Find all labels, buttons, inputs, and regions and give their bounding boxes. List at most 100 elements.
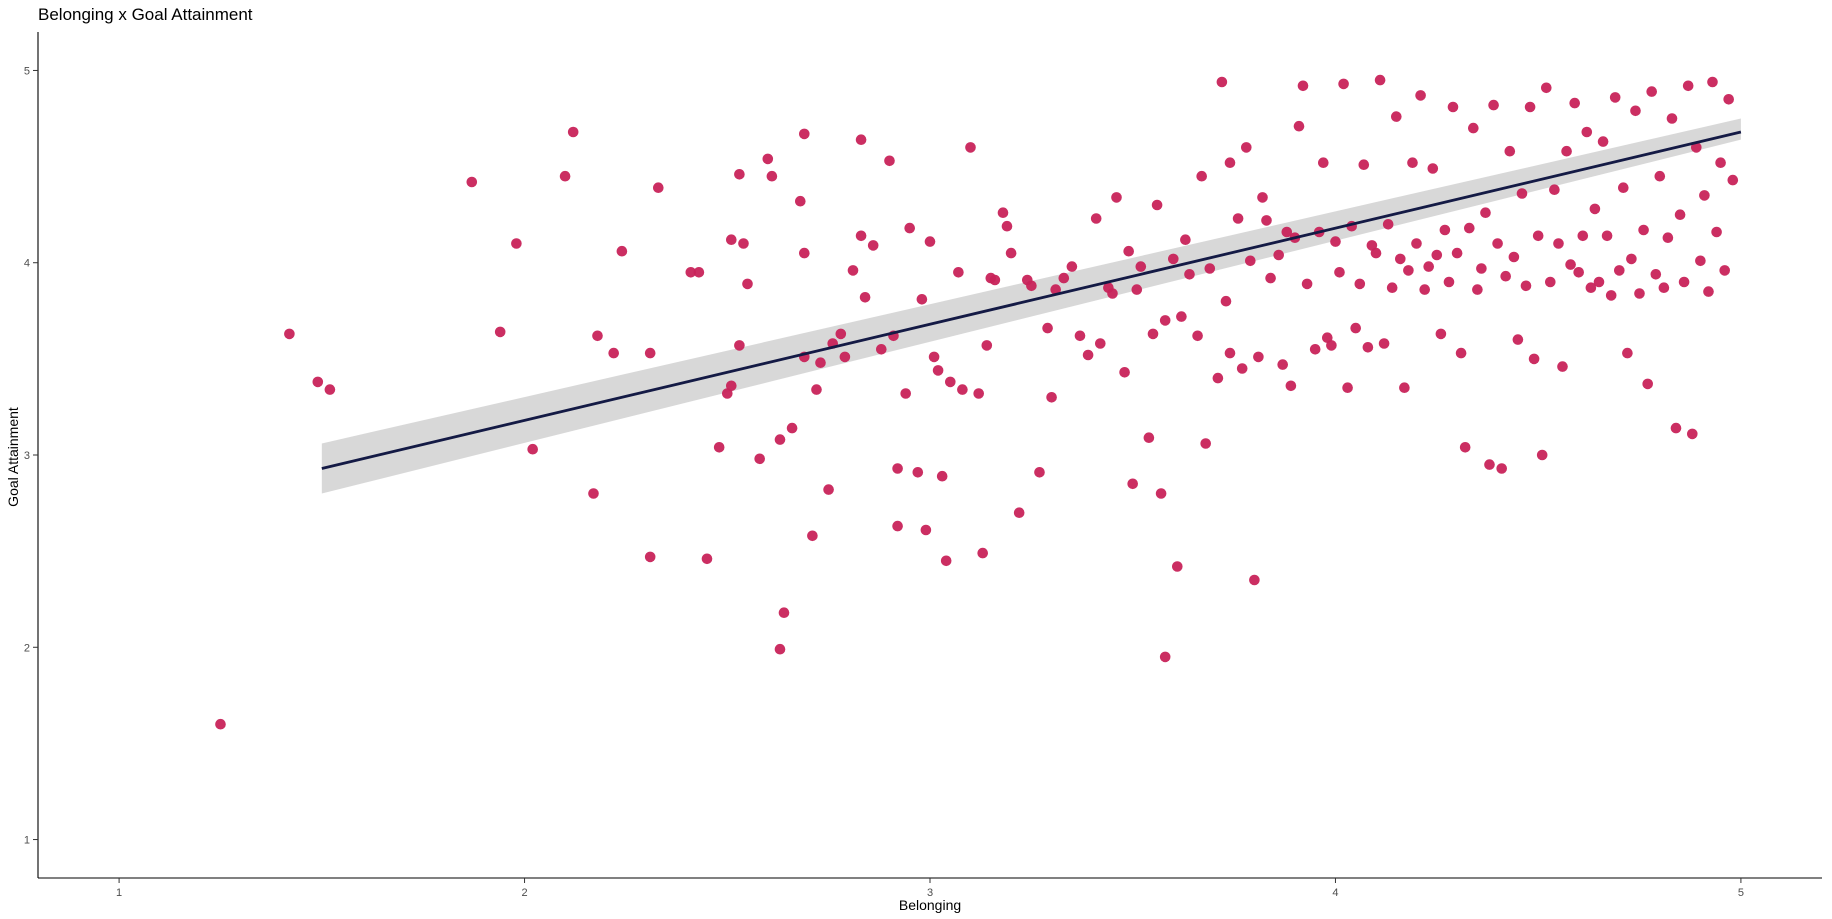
data-point xyxy=(1597,136,1609,147)
data-point xyxy=(1431,249,1443,261)
data-point xyxy=(1374,74,1386,86)
data-point xyxy=(1719,265,1730,276)
data-point xyxy=(1674,209,1686,220)
data-point xyxy=(957,384,968,395)
data-point xyxy=(1107,288,1118,299)
data-point xyxy=(973,388,984,399)
data-point xyxy=(1184,269,1195,280)
data-point xyxy=(1577,230,1589,242)
data-point xyxy=(1561,145,1572,157)
data-point xyxy=(855,230,867,242)
data-point xyxy=(1678,276,1690,288)
data-point xyxy=(1399,382,1410,394)
data-point xyxy=(1500,270,1511,282)
data-point xyxy=(1224,347,1236,359)
data-point xyxy=(312,376,324,388)
data-point xyxy=(1419,284,1430,295)
data-point xyxy=(786,422,798,434)
data-point xyxy=(588,488,599,499)
data-point xyxy=(1545,276,1556,288)
data-point xyxy=(494,326,506,338)
data-point xyxy=(1524,101,1536,113)
data-point xyxy=(1654,170,1666,182)
data-point xyxy=(511,238,522,249)
data-point xyxy=(1451,247,1463,259)
data-point xyxy=(1650,269,1662,280)
data-point xyxy=(1459,442,1471,453)
data-point xyxy=(1066,261,1078,272)
data-point xyxy=(1662,232,1674,243)
data-point xyxy=(965,142,976,153)
data-point xyxy=(1358,159,1370,170)
data-point xyxy=(1622,347,1633,359)
data-point xyxy=(762,153,774,165)
data-point xyxy=(653,182,664,193)
data-point xyxy=(1630,105,1641,117)
data-point xyxy=(1253,351,1264,363)
data-point xyxy=(1727,174,1739,186)
data-point xyxy=(867,240,879,251)
data-point xyxy=(1362,342,1374,353)
data-point xyxy=(1638,224,1649,236)
data-point xyxy=(1159,651,1171,663)
data-point xyxy=(734,340,745,351)
data-point xyxy=(1249,574,1260,586)
data-point xyxy=(1224,157,1236,168)
data-point xyxy=(945,376,956,388)
data-point xyxy=(1565,259,1576,270)
data-point xyxy=(1536,449,1548,461)
data-point xyxy=(324,384,336,395)
data-point xyxy=(1626,253,1637,265)
data-point xyxy=(1508,251,1520,263)
data-point xyxy=(1581,126,1593,138)
data-point xyxy=(1204,263,1216,274)
data-point xyxy=(1273,249,1284,261)
data-point xyxy=(1147,328,1159,340)
data-point xyxy=(1293,120,1305,132)
data-point xyxy=(981,340,993,351)
data-point xyxy=(1447,101,1459,113)
data-point xyxy=(920,524,932,536)
y-tick-label: 3 xyxy=(24,450,30,462)
data-point xyxy=(754,453,765,465)
data-point xyxy=(1589,203,1601,215)
data-point xyxy=(1309,344,1321,355)
data-point xyxy=(1492,238,1503,249)
data-point xyxy=(1423,261,1434,272)
data-point xyxy=(1715,157,1726,168)
data-point xyxy=(1516,188,1528,199)
data-point xyxy=(1192,330,1203,342)
data-point xyxy=(1699,190,1710,201)
data-point xyxy=(1614,265,1625,276)
data-point xyxy=(1297,80,1309,92)
data-point xyxy=(1468,122,1479,134)
data-point xyxy=(1593,276,1605,288)
data-point xyxy=(713,442,725,453)
data-point xyxy=(1435,328,1447,340)
data-point xyxy=(742,278,753,290)
data-point xyxy=(1443,276,1455,288)
data-point xyxy=(1609,92,1621,103)
data-point xyxy=(1135,261,1147,272)
data-point xyxy=(616,245,628,257)
y-tick-label: 1 xyxy=(24,835,30,847)
data-point xyxy=(1585,282,1597,294)
data-point xyxy=(1350,322,1361,334)
data-point xyxy=(912,467,924,478)
data-point xyxy=(799,247,810,259)
data-point xyxy=(284,328,295,340)
data-point xyxy=(1549,184,1560,195)
data-point xyxy=(940,555,952,567)
data-point xyxy=(795,195,806,207)
data-point xyxy=(1411,238,1422,249)
data-point xyxy=(932,365,944,376)
data-point xyxy=(1386,282,1398,294)
data-point xyxy=(1001,220,1013,232)
data-point xyxy=(685,267,697,278)
data-point xyxy=(1050,284,1061,295)
data-point xyxy=(1455,347,1467,359)
data-point xyxy=(1532,230,1544,242)
y-axis-title: Goal Attainment xyxy=(5,407,21,507)
chart-title: Belonging x Goal Attainment xyxy=(38,5,253,24)
y-tick-label: 5 xyxy=(24,65,30,77)
